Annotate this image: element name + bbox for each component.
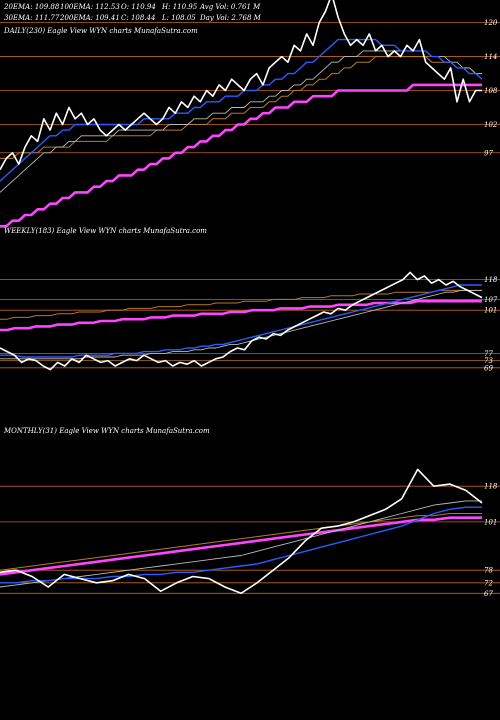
weekly-series-ema-white [0, 289, 482, 360]
weekly-panel-title: WEEKLY(183) Eagle View WYN charts Munafa… [4, 227, 207, 235]
monthly-tick-label-2: 78 [484, 567, 493, 575]
stat-day-vol: Day Vol: 2.768 M [199, 14, 262, 22]
weekly-tick-label-1: 107 [484, 296, 498, 304]
daily-tick-label-3: 102 [484, 121, 498, 129]
stat-open: O: 110.94 [121, 3, 156, 11]
monthly-series-price [0, 468, 483, 595]
monthly-panel: 118 101 78 72 67 [0, 468, 500, 598]
stat-low: L: 108.05 [161, 14, 196, 22]
monthly-panel-title: MONTHLY(31) Eagle View WYN charts Munafa… [3, 427, 210, 435]
daily-series-ema-brown [0, 56, 482, 159]
monthly-tick-label-0: 118 [484, 483, 498, 491]
monthly-tick-label-1: 101 [484, 518, 497, 526]
stat-30ema: 30EMA: 111.77 [4, 14, 60, 22]
weekly-tick-label-5: 69 [484, 364, 493, 372]
stat-close: C: 108.44 [121, 14, 155, 22]
monthly-series-ema-pink [0, 516, 482, 576]
stat-avg-vol: Avg Vol: 0.761 M [199, 3, 261, 11]
daily-panel-title: DAILY(230) Eagle View WYN charts MunafaS… [3, 27, 198, 35]
daily-tick-label-0: 120 [484, 19, 498, 27]
daily-tick-label-1: 114 [484, 53, 497, 61]
weekly-tick-label-0: 118 [484, 276, 498, 284]
weekly-series-price [0, 271, 483, 371]
daily-series-ema-pink [0, 83, 482, 228]
daily-series-ema-blue [0, 38, 483, 182]
header-stats: 20EMA: 109.88 100EMA: 112.53 O: 110.94 H… [3, 3, 262, 22]
weekly-tick-label-2: 101 [484, 307, 497, 315]
daily-tick-label-4: 97 [484, 149, 493, 157]
monthly-tick-label-4: 67 [484, 590, 493, 598]
stat-100ema: 100EMA: 112.53 [60, 3, 120, 11]
daily-tick-label-2: 108 [484, 87, 498, 95]
weekly-tick-label-3: 77 [484, 350, 493, 358]
stat-20ema: 20EMA: 109.88 [3, 3, 60, 11]
daily-panel: 120 114 108 102 97 [0, 0, 500, 228]
weekly-series-ema-blue [0, 284, 482, 358]
stat-high: H: 110.95 [161, 3, 198, 11]
stat-200ema: 200EMA: 109.41 [59, 14, 120, 22]
monthly-tick-label-3: 72 [484, 579, 493, 587]
monthly-series-ema-brown [0, 513, 482, 571]
daily-series-price [0, 0, 482, 171]
weekly-tick-label-4: 73 [484, 357, 493, 365]
monthly-series-ema-white [0, 500, 482, 588]
weekly-series-ema-brown [0, 289, 482, 320]
